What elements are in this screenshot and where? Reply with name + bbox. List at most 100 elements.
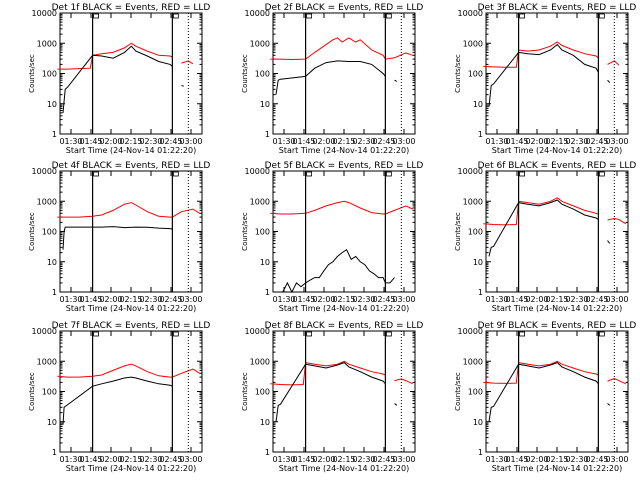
series-lld bbox=[181, 60, 194, 65]
x-tick-label: 02:00 bbox=[312, 455, 335, 464]
x-tick-label: 02:30 bbox=[139, 137, 162, 146]
x-tick-label: 02:45 bbox=[585, 295, 608, 304]
chart-panel-3f: Det 3f BLACK = Events, RED = LLD 1 10 100 10… bbox=[454, 3, 636, 155]
y-axis-label: Counts/sec bbox=[454, 54, 462, 93]
series-events bbox=[394, 403, 398, 406]
plot-frame bbox=[59, 12, 203, 135]
y-tick-label: 100 bbox=[255, 388, 270, 397]
x-tick-label: 02:45 bbox=[159, 137, 182, 146]
series-lld bbox=[57, 42, 173, 70]
series-events bbox=[488, 43, 599, 107]
interval-marker-flag bbox=[385, 331, 392, 337]
x-tick-label: 01:45 bbox=[79, 295, 102, 304]
x-tick-label: 02:30 bbox=[565, 455, 588, 464]
interval-marker-flag bbox=[598, 331, 605, 337]
panel-title: Det 3f BLACK = Events, RED = LLD bbox=[478, 3, 637, 13]
y-tick-label: 1000 bbox=[250, 357, 270, 366]
y-axis-label: Counts/sec bbox=[241, 372, 249, 411]
x-tick-label: 02:00 bbox=[312, 137, 335, 146]
series-lld bbox=[607, 217, 626, 225]
x-tick-label: 02:45 bbox=[585, 137, 608, 146]
y-tick-label: 10000 bbox=[245, 9, 270, 18]
interval-marker-flag bbox=[306, 13, 312, 19]
x-tick-label: 01:30 bbox=[272, 295, 295, 304]
x-tick-label: 02:00 bbox=[99, 295, 122, 304]
y-tick-label: 10000 bbox=[245, 327, 270, 336]
x-tick-label: 02:15 bbox=[119, 295, 142, 304]
x-tick-label: 03:00 bbox=[392, 295, 415, 304]
y-tick-label: 10 bbox=[47, 258, 57, 267]
x-tick-label: 01:30 bbox=[59, 455, 82, 464]
x-tick-label: 01:45 bbox=[505, 137, 528, 146]
series-lld bbox=[57, 363, 200, 378]
plot-frame bbox=[485, 12, 629, 135]
series-events bbox=[607, 79, 611, 83]
interval-marker-flag bbox=[93, 13, 99, 19]
x-tick-label: 03:00 bbox=[605, 137, 628, 146]
x-tick-label: 02:15 bbox=[332, 137, 355, 146]
x-tick-label: 01:30 bbox=[485, 455, 508, 464]
series-lld bbox=[57, 202, 200, 218]
x-tick-label: 01:30 bbox=[485, 137, 508, 146]
y-tick-label: 1 bbox=[478, 288, 483, 297]
x-tick-label: 02:00 bbox=[312, 295, 335, 304]
chart-panel-8f: Det 8f BLACK = Events, RED = LLD 1 10 100 10… bbox=[241, 321, 423, 473]
panel-title: Det 8f BLACK = Events, RED = LLD bbox=[265, 321, 424, 331]
chart-panel-7f: Det 7f BLACK = Events, RED = LLD 1 10 100 10… bbox=[28, 321, 210, 473]
interval-marker-flag bbox=[598, 171, 605, 177]
x-axis-label: Start Time (24-Nov-14 01:22:20) bbox=[66, 464, 196, 473]
y-axis-label: Counts/sec bbox=[454, 372, 462, 411]
y-tick-label: 10 bbox=[260, 258, 270, 267]
x-tick-label: 02:30 bbox=[352, 137, 375, 146]
interval-marker-flag bbox=[306, 171, 312, 177]
x-tick-label: 01:45 bbox=[292, 137, 315, 146]
x-tick-label: 03:00 bbox=[179, 295, 202, 304]
plot-frame bbox=[485, 170, 629, 293]
series-events bbox=[181, 85, 184, 87]
x-axis-label: Start Time (24-Nov-14 01:22:20) bbox=[279, 464, 409, 473]
series-events bbox=[488, 362, 599, 422]
series-events bbox=[488, 199, 599, 257]
y-axis-label: Counts/sec bbox=[454, 212, 462, 251]
y-tick-label: 10 bbox=[260, 100, 270, 109]
y-tick-label: 1 bbox=[52, 130, 57, 139]
x-tick-label: 02:15 bbox=[545, 295, 568, 304]
y-tick-label: 10000 bbox=[458, 9, 483, 18]
x-tick-label: 01:30 bbox=[59, 295, 82, 304]
x-tick-label: 03:00 bbox=[605, 295, 628, 304]
y-tick-label: 100 bbox=[255, 70, 270, 79]
x-axis-label: Start Time (24-Nov-14 01:22:20) bbox=[279, 304, 409, 313]
x-tick-label: 02:45 bbox=[585, 455, 608, 464]
x-tick-label: 01:30 bbox=[59, 137, 82, 146]
series-lld bbox=[483, 41, 599, 68]
interval-marker-flag bbox=[172, 331, 179, 337]
plot-frame bbox=[59, 170, 203, 293]
x-tick-label: 02:30 bbox=[139, 455, 162, 464]
series-events bbox=[275, 60, 386, 95]
y-tick-label: 1000 bbox=[37, 357, 57, 366]
x-tick-label: 01:45 bbox=[505, 295, 528, 304]
plot-frame bbox=[59, 330, 203, 453]
x-tick-label: 02:15 bbox=[545, 455, 568, 464]
y-tick-label: 1000 bbox=[250, 39, 270, 48]
x-tick-label: 02:15 bbox=[119, 137, 142, 146]
y-tick-label: 100 bbox=[42, 388, 57, 397]
y-tick-label: 1 bbox=[265, 448, 270, 457]
x-tick-label: 02:45 bbox=[372, 295, 395, 304]
y-tick-label: 100 bbox=[42, 70, 57, 79]
y-tick-label: 1000 bbox=[463, 39, 483, 48]
x-tick-label: 02:00 bbox=[525, 455, 548, 464]
chart-panel-4f: Det 4f BLACK = Events, RED = LLD 1 10 100 10… bbox=[28, 161, 210, 313]
y-tick-label: 10 bbox=[473, 100, 483, 109]
y-tick-label: 100 bbox=[468, 388, 483, 397]
x-tick-label: 02:30 bbox=[352, 295, 375, 304]
interval-marker-flag bbox=[93, 171, 99, 177]
panel-title: Det 4f BLACK = Events, RED = LLD bbox=[52, 161, 211, 171]
x-tick-label: 02:00 bbox=[525, 295, 548, 304]
y-axis-label: Counts/sec bbox=[241, 212, 249, 251]
series-lld bbox=[270, 200, 413, 215]
y-tick-label: 1000 bbox=[463, 197, 483, 206]
chart-panel-6f: Det 6f BLACK = Events, RED = LLD 1 10 100 10… bbox=[454, 161, 636, 313]
y-tick-label: 100 bbox=[468, 228, 483, 237]
